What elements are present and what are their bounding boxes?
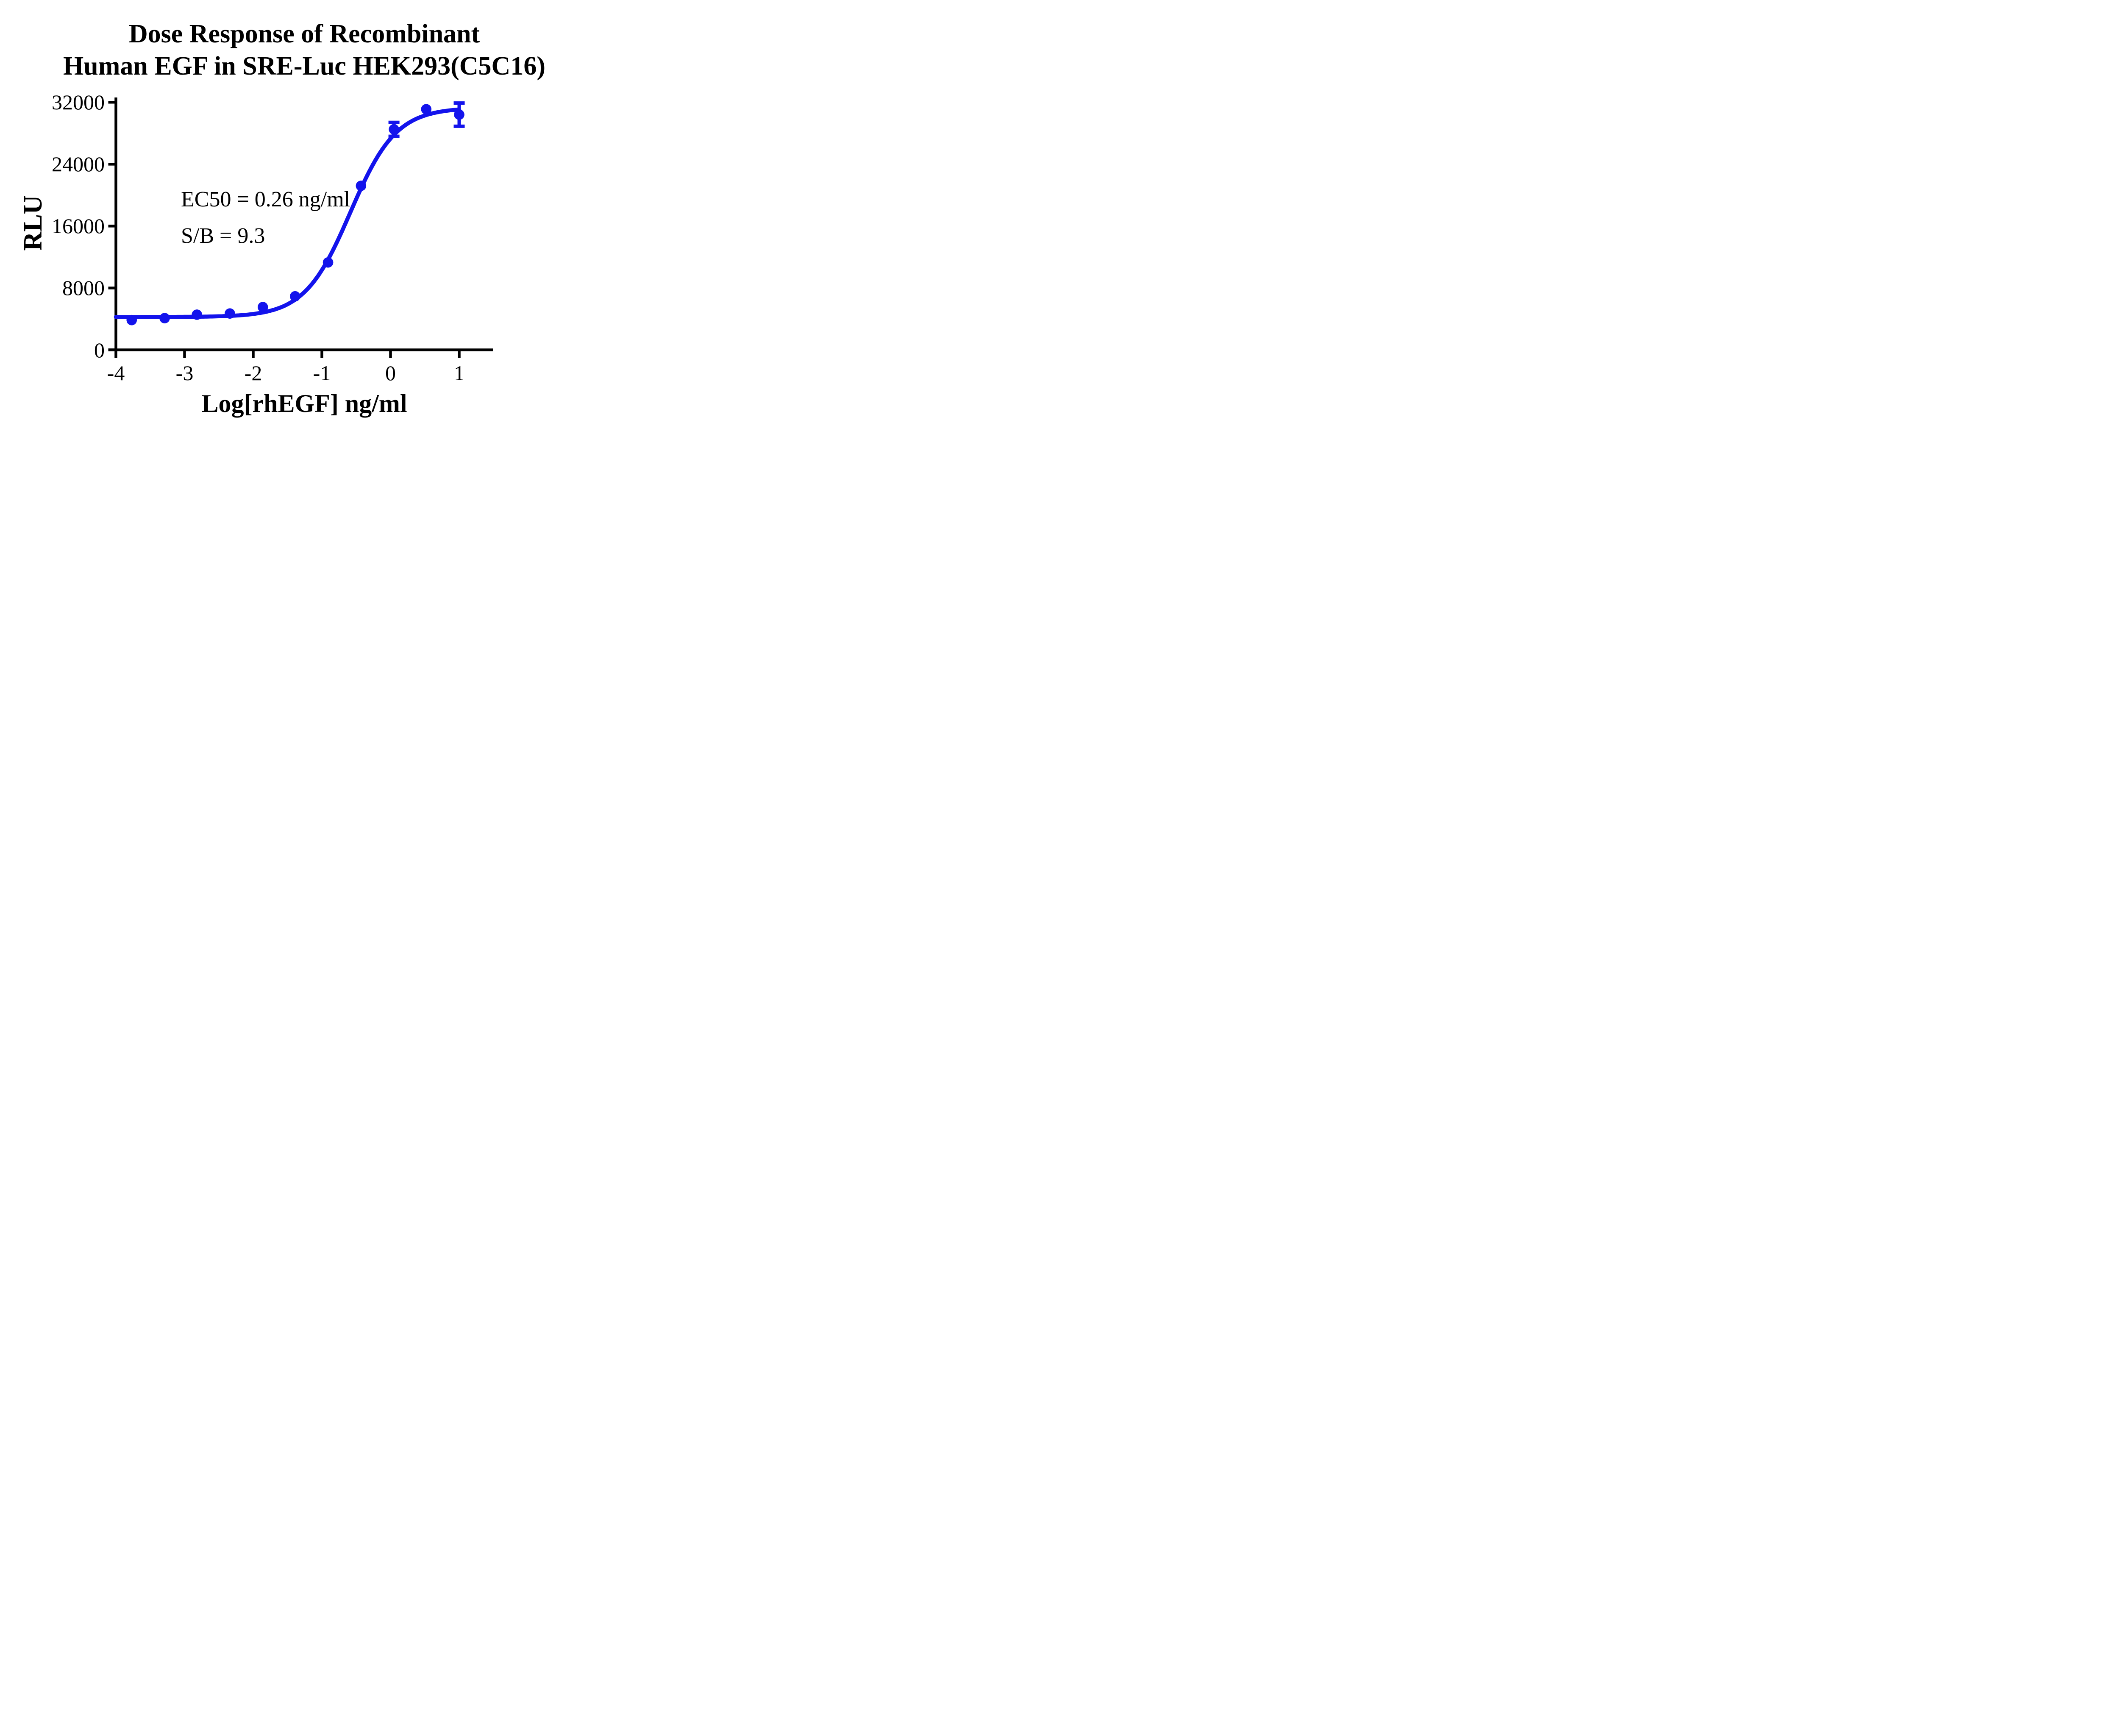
ec50-annotation: EC50 = 0.26 ng/ml <box>181 187 350 211</box>
x-tick-label: -1 <box>313 361 331 385</box>
fit-curve <box>114 107 462 319</box>
chart-title-line1: Dose Response of Recombinant <box>128 19 480 48</box>
data-point <box>389 124 399 135</box>
signal-background-annotation: S/B = 9.3 <box>181 224 265 248</box>
data-point <box>192 309 202 320</box>
x-tick-label: 0 <box>385 361 396 385</box>
y-tick-label: 24000 <box>52 152 105 176</box>
x-tick-label: 1 <box>454 361 464 385</box>
data-point <box>290 291 300 302</box>
data-point <box>126 314 137 326</box>
chart-title-line2: Human EGF in SRE-Luc HEK293(C5C16) <box>63 52 545 81</box>
x-tick-label: -2 <box>244 361 262 385</box>
data-point <box>421 104 432 114</box>
x-tick-label: -4 <box>107 361 125 385</box>
dose-response-figure: Dose Response of Recombinant Human EGF i… <box>0 0 552 434</box>
data-point <box>225 308 235 319</box>
x-tick-label: -3 <box>175 361 194 385</box>
data-point <box>159 313 170 323</box>
y-tick-label: 16000 <box>52 214 105 238</box>
x-axis-title: Log[rhEGF] ng/ml <box>201 389 407 417</box>
fit-annotation: EC50 = 0.26 ng/ml S/B = 9.3 <box>181 181 350 254</box>
data-point <box>323 257 334 268</box>
y-tick-label: 32000 <box>52 90 105 114</box>
y-tick-label: 8000 <box>62 276 105 300</box>
data-point <box>257 302 268 312</box>
data-point <box>356 181 367 191</box>
chart-title: Dose Response of Recombinant Human EGF i… <box>58 18 550 82</box>
dose-response-plot <box>108 97 493 358</box>
data-point <box>454 109 464 120</box>
y-tick-label: 0 <box>94 338 105 362</box>
